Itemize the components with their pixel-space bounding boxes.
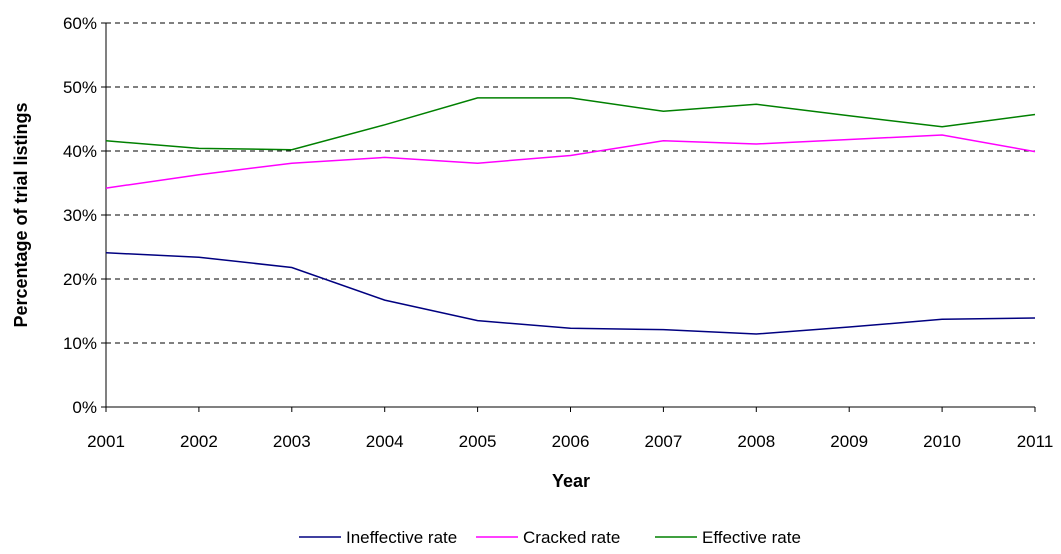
data-point (569, 326, 573, 330)
y-axis-title: Percentage of trial listings (11, 102, 31, 327)
legend-label: Effective rate (702, 528, 801, 547)
y-tick-label: 0% (72, 398, 97, 417)
x-tick-label: 2001 (87, 432, 125, 451)
data-point (476, 161, 480, 165)
x-tick-label: 2007 (644, 432, 682, 451)
x-tick-label: 2003 (273, 432, 311, 451)
data-point (847, 137, 851, 141)
x-tick-label: 2005 (459, 432, 497, 451)
legend: Ineffective rate Cracked rate Effective ra… (299, 528, 801, 547)
data-point (197, 255, 201, 259)
data-point (383, 155, 387, 159)
data-point (104, 139, 108, 143)
y-tick-label: 10% (63, 334, 97, 353)
data-point (940, 317, 944, 321)
series-lines (104, 96, 1037, 336)
data-point (476, 96, 480, 100)
data-point (661, 109, 665, 113)
data-point (661, 328, 665, 332)
y-tick-label: 30% (63, 206, 97, 225)
data-point (661, 139, 665, 143)
x-axis-title: Year (552, 471, 590, 491)
x-tick-label: 2009 (830, 432, 868, 451)
y-tick-label: 40% (63, 142, 97, 161)
data-point (383, 298, 387, 302)
data-point (1033, 113, 1037, 117)
legend-label: Cracked rate (523, 528, 620, 547)
data-point (847, 325, 851, 329)
data-point (754, 102, 758, 106)
legend-label: Ineffective rate (346, 528, 457, 547)
data-point (290, 265, 294, 269)
y-tick-label: 20% (63, 270, 97, 289)
x-tick-label: 2011 (1017, 432, 1054, 451)
data-point (290, 161, 294, 165)
data-point (383, 123, 387, 127)
data-point (104, 186, 108, 190)
data-point (754, 142, 758, 146)
series-line-ineffective-rate (105, 252, 1036, 335)
x-tick-label: 2010 (923, 432, 961, 451)
series-line-effective-rate (105, 97, 1036, 151)
data-point (847, 114, 851, 118)
x-tick-label: 2008 (737, 432, 775, 451)
x-tick-label: 2006 (552, 432, 590, 451)
data-point (569, 153, 573, 157)
data-point (1033, 150, 1037, 154)
data-point (940, 133, 944, 137)
data-point (1033, 316, 1037, 320)
data-point (290, 148, 294, 152)
tick-labels: 0% 10% 20% 30% 40% 50% 60% 2001 2002 2003 2004 2005… (63, 14, 1053, 451)
data-point (197, 173, 201, 177)
x-tick-label: 2004 (366, 432, 404, 451)
x-tick-label: 2002 (180, 432, 218, 451)
data-point (940, 125, 944, 129)
series-line-cracked-rate (105, 134, 1036, 189)
gridlines (106, 22, 1035, 344)
axes (101, 22, 1036, 412)
y-tick-label: 60% (63, 14, 97, 33)
data-point (569, 96, 573, 100)
data-point (197, 146, 201, 150)
data-point (104, 251, 108, 255)
data-point (476, 319, 480, 323)
data-point (754, 332, 758, 336)
y-tick-label: 50% (63, 78, 97, 97)
